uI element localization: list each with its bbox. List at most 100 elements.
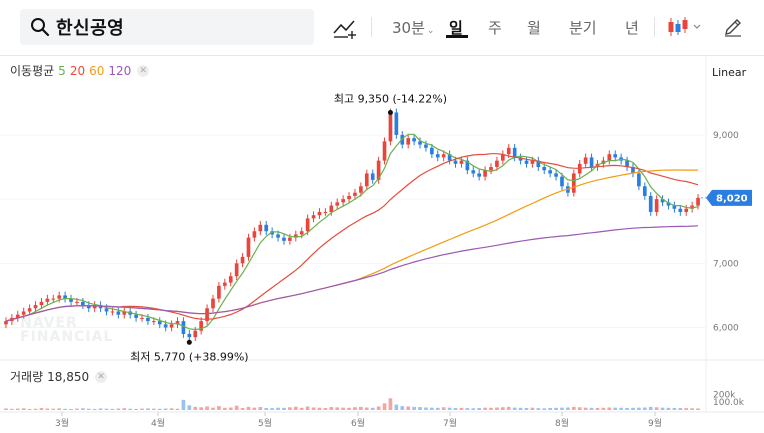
volume-bar <box>4 408 8 410</box>
volume-bar <box>601 407 606 410</box>
candle-body <box>211 298 215 309</box>
volume-bar <box>128 408 133 410</box>
candle <box>583 153 588 168</box>
candle <box>246 233 251 261</box>
volume-bar <box>489 407 493 410</box>
candle <box>666 198 671 210</box>
volume-bar <box>583 407 588 410</box>
volume-bar <box>92 408 97 410</box>
candle-body <box>228 276 233 283</box>
candle <box>447 150 452 165</box>
volume-bar <box>33 408 38 410</box>
period-year-tab[interactable]: 년 <box>625 19 639 37</box>
volume-bar <box>282 407 286 410</box>
x-tick-label: 5월 <box>258 417 272 429</box>
period-30min-dropdown[interactable]: 30분 ⌄ <box>392 17 434 38</box>
candle-body <box>483 170 487 177</box>
compare-chart-icon[interactable] <box>332 15 358 41</box>
candle-body <box>98 305 103 309</box>
volume-bar <box>27 408 32 410</box>
candle-body <box>347 195 351 200</box>
period-quarter-tab[interactable]: 분기 <box>569 19 597 37</box>
volume-bar <box>589 407 594 410</box>
candle <box>217 281 221 303</box>
candle-body <box>459 160 464 164</box>
volume-bar <box>625 407 629 410</box>
candle-body <box>554 173 558 177</box>
candle <box>672 201 677 213</box>
candle-body <box>299 231 304 235</box>
volume-bar <box>471 408 476 410</box>
volume-bar <box>353 407 357 410</box>
volume-bar <box>648 406 653 410</box>
ma-60-line <box>5 169 698 322</box>
period-week-tab[interactable]: 주 <box>488 19 502 37</box>
candle <box>240 253 245 268</box>
volume-bar <box>495 407 499 410</box>
volume-bar <box>335 407 340 410</box>
volume-tick-label: 100.0k <box>713 398 745 408</box>
search-query-text: 한신공영 <box>56 18 125 39</box>
candle <box>323 208 328 216</box>
candle <box>471 166 476 178</box>
candle <box>270 227 274 239</box>
volume-bar <box>506 406 511 410</box>
candle <box>341 195 345 207</box>
x-tick-label: 9월 <box>648 417 662 429</box>
chart-type-candle-icon[interactable] <box>666 15 706 39</box>
volume-bar <box>116 408 121 410</box>
candle <box>642 182 647 200</box>
candle-body <box>412 138 416 142</box>
candle-body <box>246 237 251 257</box>
candle-body <box>654 199 659 212</box>
volume-bar <box>406 406 411 410</box>
candle <box>15 310 20 322</box>
candle-body <box>583 157 588 164</box>
volume-bar <box>684 408 689 410</box>
volume-bar <box>577 407 582 410</box>
candle <box>382 137 387 165</box>
candle-body <box>323 211 328 213</box>
candle-body <box>92 305 97 309</box>
volume-bar <box>122 408 127 410</box>
candle <box>33 301 38 313</box>
ma-20-line <box>5 153 699 322</box>
volume-bar <box>418 407 422 410</box>
candle <box>536 156 541 171</box>
candle-body <box>684 208 689 212</box>
watermark-line-2: FINANCIAL <box>20 329 114 345</box>
candle-body <box>447 154 452 161</box>
x-tick-label: 8월 <box>555 417 569 429</box>
stock-search-box[interactable]: 한신공영 <box>20 9 314 45</box>
close-icon[interactable]: ✕ <box>137 64 150 77</box>
volume-bar <box>157 408 162 410</box>
volume-bar <box>595 407 600 410</box>
close-icon[interactable]: ✕ <box>95 370 108 383</box>
candle <box>607 150 612 165</box>
scale-type-toggle[interactable]: Linear <box>712 66 747 79</box>
volume-bar <box>642 407 647 410</box>
volume-bar <box>359 406 363 410</box>
candle-body <box>252 231 257 238</box>
volume-bar <box>435 407 440 410</box>
candle-body <box>240 256 245 264</box>
drawing-pen-icon[interactable] <box>722 16 744 38</box>
candle <box>329 201 334 216</box>
candle <box>57 291 62 303</box>
volume-bar <box>690 408 694 410</box>
toolbar-divider <box>654 17 655 37</box>
volume-bar <box>341 407 345 410</box>
candle <box>205 304 209 325</box>
y-tick-label: 7,000 <box>713 259 739 269</box>
period-month-tab[interactable]: 월 <box>527 19 541 37</box>
candle-body <box>152 321 156 323</box>
watermark-logo: NAVER FINANCIAL <box>20 316 113 344</box>
volume-bar <box>45 408 50 410</box>
high-annotation-label: 최고 9,350 (-14.22%) <box>334 92 447 105</box>
candle-body <box>690 205 694 209</box>
candle-body <box>625 160 629 168</box>
volume-bar <box>299 407 304 410</box>
period-day-tab[interactable]: 일 <box>449 19 463 37</box>
volume-bar <box>347 407 351 410</box>
